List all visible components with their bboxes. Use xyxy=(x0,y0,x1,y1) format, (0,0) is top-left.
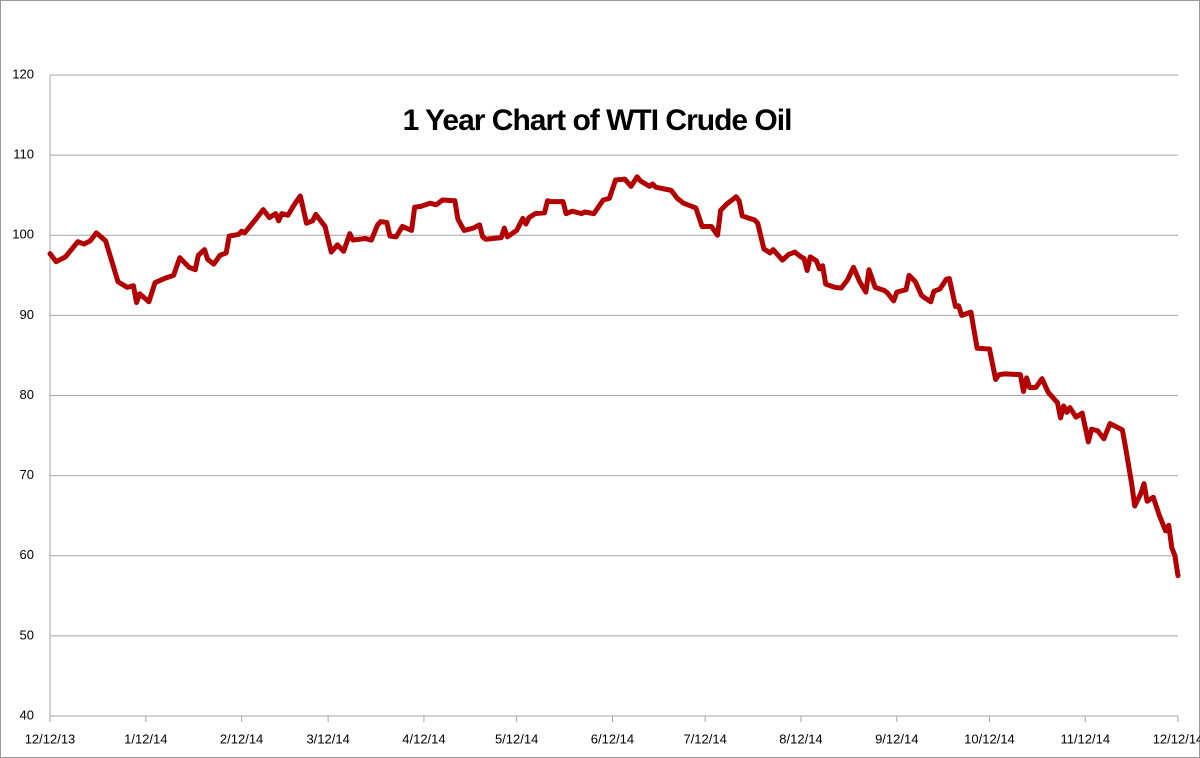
y-tick-label: 60 xyxy=(20,547,34,562)
chart-title: 1 Year Chart of WTI Crude Oil xyxy=(403,104,792,137)
x-tick-label: 5/12/14 xyxy=(495,731,538,746)
y-tick-label: 110 xyxy=(13,147,34,162)
y-tick-label: 40 xyxy=(20,707,34,722)
mark-layer xyxy=(47,174,1181,579)
y-tick-label: 90 xyxy=(20,307,34,322)
x-tick-label: 11/12/14 xyxy=(1060,731,1110,746)
x-tick-label: 2/12/14 xyxy=(220,731,263,746)
x-tick-label: 4/12/14 xyxy=(402,731,445,746)
grid-layer: 40 50 60 70 80 90 100 110 120 12/12/13 1/12/14 2/12… xyxy=(12,66,1200,746)
x-tick-label: 9/12/14 xyxy=(875,731,918,746)
x-tick-label: 12/12/13 xyxy=(25,731,76,746)
y-tick-label: 80 xyxy=(20,387,34,402)
x-tick-label: 3/12/14 xyxy=(306,731,349,746)
price-line xyxy=(47,174,1181,579)
y-tick-label: 50 xyxy=(20,627,34,642)
x-tick-label: 12/12/14 xyxy=(1153,731,1200,746)
x-tick-label: 8/12/14 xyxy=(779,731,822,746)
x-tick-label: 6/12/14 xyxy=(591,731,634,746)
y-tick-label: 120 xyxy=(12,66,34,81)
x-tick-label: 7/12/14 xyxy=(683,731,726,746)
y-tick-label: 100 xyxy=(12,227,34,242)
x-tick-label: 1/12/14 xyxy=(124,731,167,746)
y-tick-label: 70 xyxy=(20,467,34,482)
x-tick-label: 10/12/14 xyxy=(964,731,1015,746)
